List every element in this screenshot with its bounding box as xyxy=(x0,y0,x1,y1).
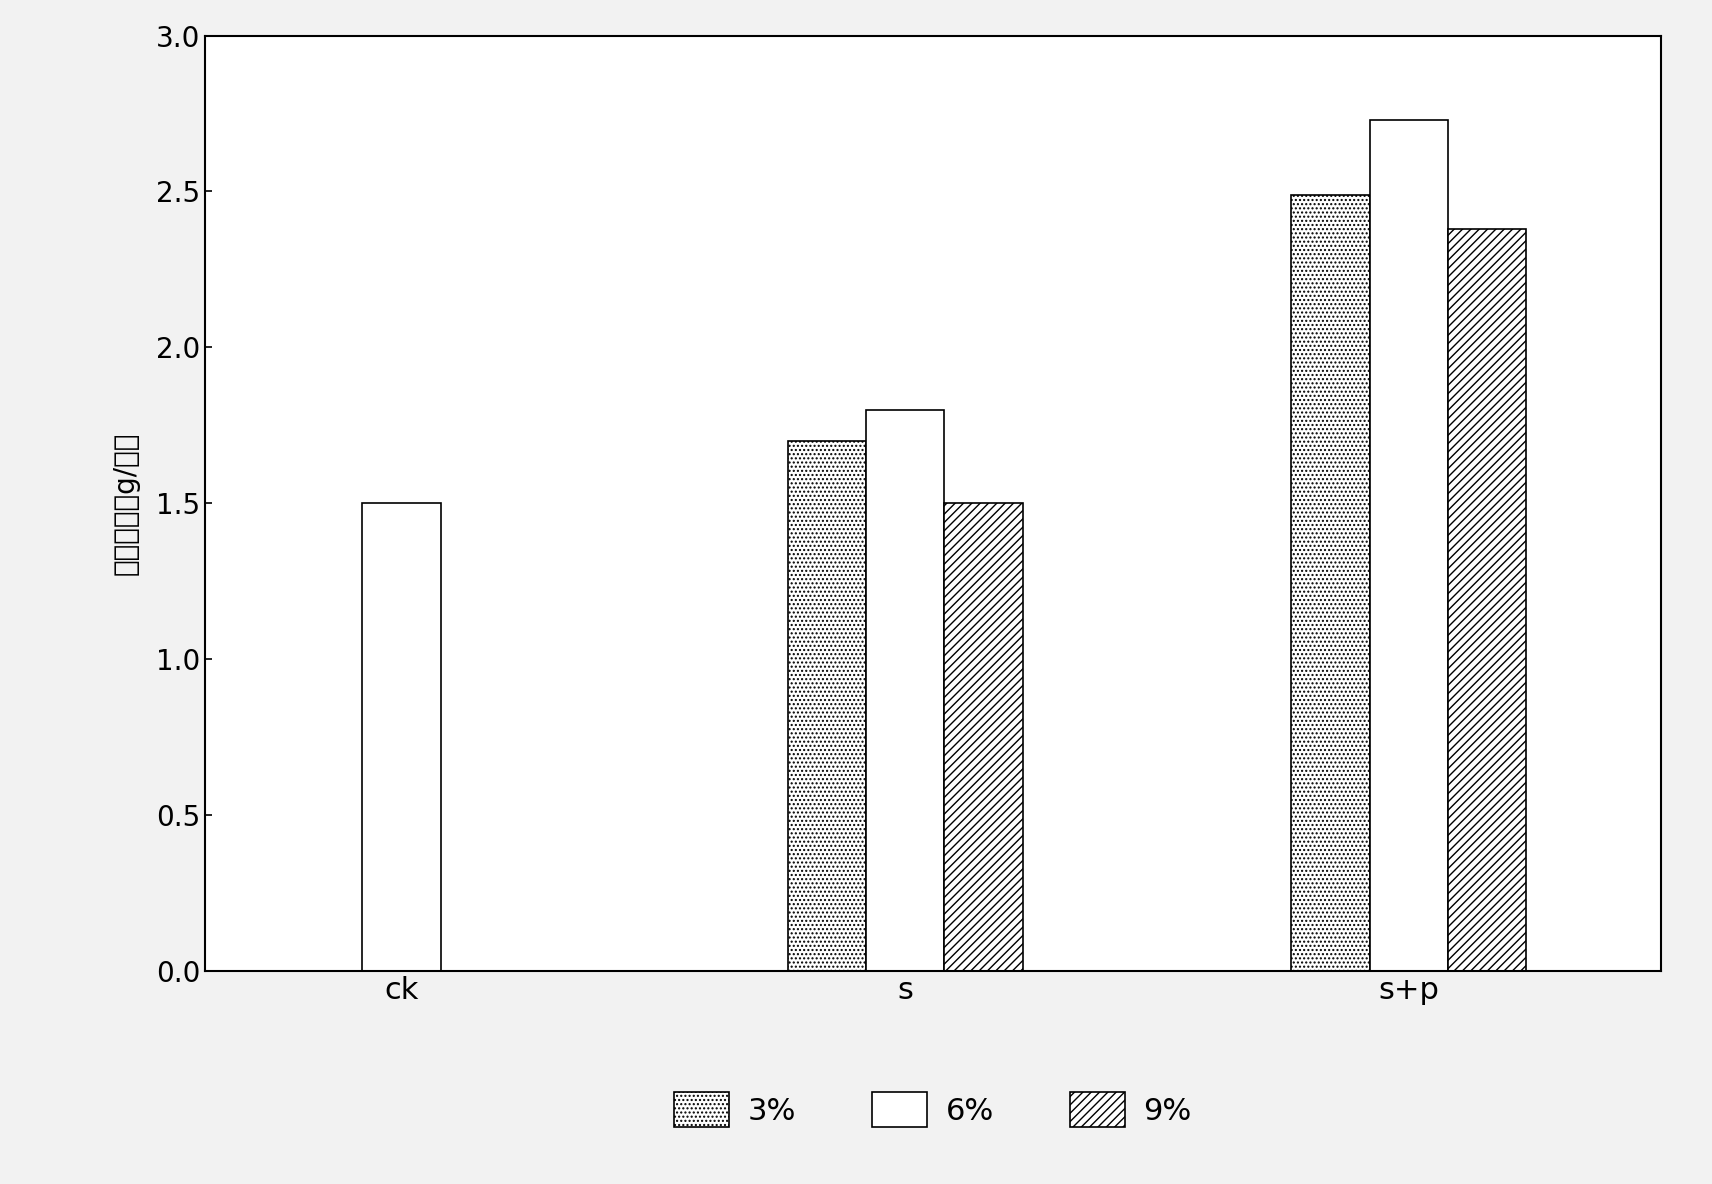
Bar xyxy=(788,440,866,971)
Legend: 3%, 6%, 9%: 3%, 6%, 9% xyxy=(663,1080,1204,1139)
Bar xyxy=(1448,229,1527,971)
Bar xyxy=(363,503,440,971)
Bar xyxy=(866,410,945,971)
Y-axis label: 干生物量（g/株）: 干生物量（g/株） xyxy=(111,431,140,575)
Bar xyxy=(1370,120,1448,971)
Bar xyxy=(1291,194,1370,971)
Bar xyxy=(945,503,1022,971)
